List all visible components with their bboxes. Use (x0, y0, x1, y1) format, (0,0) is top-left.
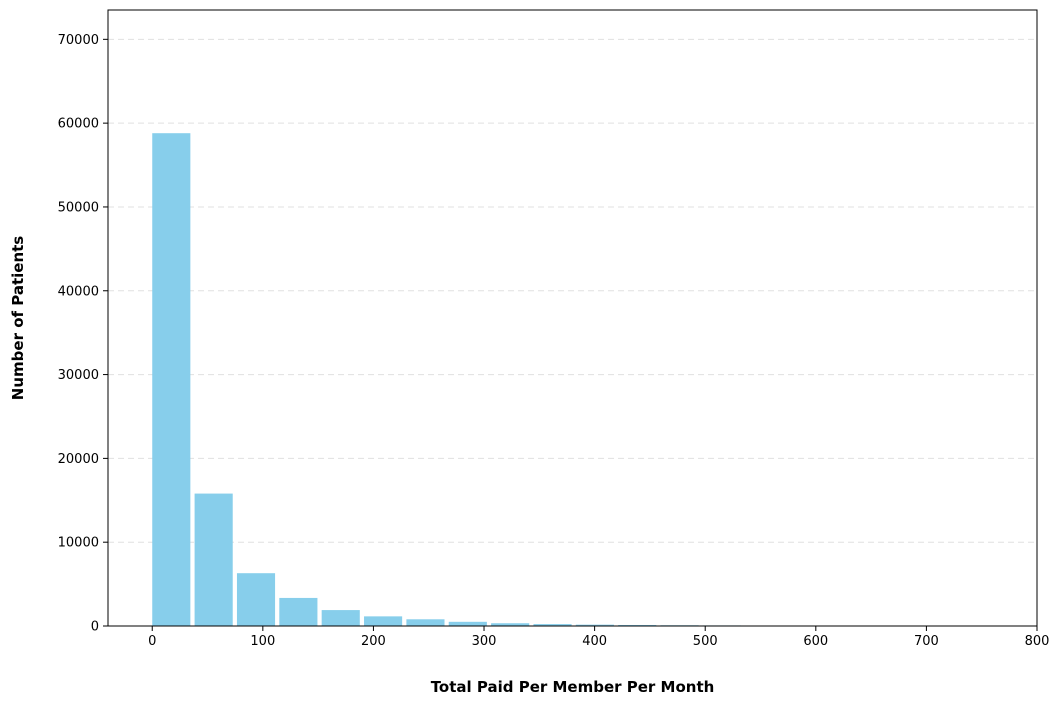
x-tick-label: 800 (1025, 634, 1050, 649)
y-tick-label: 40000 (58, 284, 99, 299)
histogram-bar (279, 597, 318, 626)
grid-lines (108, 38, 1037, 543)
y-tick-label: 60000 (58, 117, 99, 132)
histogram-bar (236, 573, 276, 626)
histogram-bar (194, 493, 233, 626)
histogram-bar (448, 621, 487, 626)
y-tick-label: 20000 (58, 452, 99, 467)
x-tick-label: 0 (148, 634, 156, 649)
y-tick-label: 0 (91, 620, 99, 635)
bars (152, 133, 996, 627)
histogram-bar (406, 619, 445, 626)
x-tick-label: 300 (472, 634, 497, 649)
histogram-bar (152, 133, 191, 626)
x-tick-label: 700 (914, 634, 939, 649)
y-axis-label: Number of Patients (9, 236, 27, 400)
y-tick-label: 70000 (58, 33, 99, 48)
x-tick-label: 400 (582, 634, 607, 649)
x-axis-label: Total Paid Per Member Per Month (431, 678, 715, 696)
x-tick-label: 500 (693, 634, 718, 649)
histogram-bar (575, 624, 614, 626)
histogram-bar (491, 623, 530, 626)
y-tick-label: 10000 (58, 536, 99, 551)
x-axis-ticks: 0 100 200 300 400 500 600 700 800 (148, 626, 1049, 649)
histogram-bar (533, 624, 572, 626)
plot-frame (107, 9, 1038, 627)
y-axis-ticks: 0 10000 20000 30000 40000 50000 60000 70000 (58, 33, 108, 635)
y-tick-label: 50000 (58, 200, 99, 215)
histogram-bar (364, 616, 403, 626)
histogram-bar (321, 610, 360, 626)
histogram-bar (618, 624, 657, 626)
x-tick-label: 100 (250, 634, 275, 649)
x-tick-label: 600 (803, 634, 828, 649)
y-tick-label: 30000 (58, 368, 99, 383)
x-tick-label: 200 (361, 634, 386, 649)
